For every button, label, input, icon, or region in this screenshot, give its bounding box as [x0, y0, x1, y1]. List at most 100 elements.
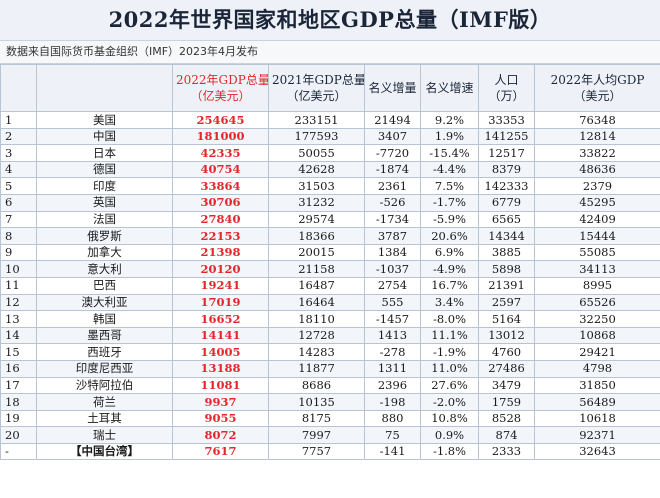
header-nominal-increase: 名义增量: [364, 64, 421, 112]
cell-rank: 11: [0, 276, 37, 295]
table-row: 15 西班牙 14005 14283 -278 -1.9% 4760 29421: [0, 343, 660, 361]
cell-per-capita-gdp: 2379: [534, 177, 660, 195]
cell-gdp-2022: 27840: [172, 210, 269, 229]
cell-population: 6779: [478, 193, 535, 212]
cell-country-name: 印度尼西亚: [36, 359, 173, 378]
cell-gdp-2021: 18366: [268, 227, 365, 245]
cell-rank: 1: [0, 111, 37, 129]
cell-population: 141255: [478, 127, 535, 146]
cell-gdp-2021: 31232: [268, 193, 365, 212]
cell-gdp-2021: 31503: [268, 177, 365, 195]
cell-population: 4760: [478, 343, 535, 361]
header-per-capita-unit: （美元）: [573, 89, 622, 103]
cell-nominal-increase: 3407: [364, 127, 421, 146]
cell-rank: 17: [0, 376, 37, 395]
table-row: 10 意大利 20120 21158 -1037 -4.9% 5898 34113: [0, 260, 660, 278]
cell-country-name: 意大利: [36, 260, 173, 278]
cell-population: 21391: [478, 276, 535, 295]
cell-population: 142333: [478, 177, 535, 195]
cell-gdp-2021: 16464: [268, 293, 365, 312]
cell-nominal-increase: -1874: [364, 160, 421, 179]
header-population: 人口 （万）: [478, 64, 535, 112]
cell-per-capita-gdp: 33822: [534, 144, 660, 162]
cell-nominal-growth: -1.9%: [420, 343, 479, 361]
cell-population: 14344: [478, 227, 535, 245]
table-row: 5 印度 33864 31503 2361 7.5% 142333 2379: [0, 177, 660, 195]
cell-per-capita-gdp: 4798: [534, 359, 660, 378]
table-row: 1 美国 254645 233151 21494 9.2% 33353 76348: [0, 111, 660, 129]
cell-nominal-increase: -1734: [364, 210, 421, 229]
cell-country-name: 沙特阿拉伯: [36, 376, 173, 395]
cell-gdp-2022: 13188: [172, 359, 269, 378]
cell-country-name: 日本: [36, 144, 173, 162]
cell-country-name: 法国: [36, 210, 173, 229]
cell-population: 2333: [478, 442, 535, 461]
cell-rank: -: [0, 442, 37, 461]
table-row: 7 法国 27840 29574 -1734 -5.9% 6565 42409: [0, 210, 660, 229]
cell-rank: 20: [0, 426, 37, 444]
table-row: 2 中国 181000 177593 3407 1.9% 141255 12814: [0, 127, 660, 146]
cell-rank: 2: [0, 127, 37, 146]
cell-gdp-2022: 42335: [172, 144, 269, 162]
table-row: 9 加拿大 21398 20015 1384 6.9% 3885 55085: [0, 243, 660, 262]
table-row: 16 印度尼西亚 13188 11877 1311 11.0% 27486 4798: [0, 359, 660, 378]
cell-rank: 4: [0, 160, 37, 179]
cell-per-capita-gdp: 32643: [534, 442, 660, 461]
cell-country-name: 西班牙: [36, 343, 173, 361]
cell-gdp-2022: 8072: [172, 426, 269, 444]
table-header: 2022年GDP总量 （亿美元） 2021年GDP总量 （亿美元） 名义增量 名…: [0, 64, 660, 112]
cell-per-capita-gdp: 10618: [534, 409, 660, 428]
cell-gdp-2022: 14141: [172, 326, 269, 345]
cell-gdp-2021: 10135: [268, 393, 365, 411]
cell-nominal-increase: 2361: [364, 177, 421, 195]
cell-rank: 14: [0, 326, 37, 345]
cell-rank: 10: [0, 260, 37, 278]
cell-per-capita-gdp: 34113: [534, 260, 660, 278]
cell-per-capita-gdp: 10868: [534, 326, 660, 345]
cell-rank: 5: [0, 177, 37, 195]
data-source-note: 数据来自国际货币基金组织（IMF）2023年4月发布: [0, 41, 660, 64]
table-row: 14 墨西哥 14141 12728 1413 11.1% 13012 10868: [0, 326, 660, 345]
table-row: 18 荷兰 9937 10135 -198 -2.0% 1759 56489: [0, 393, 660, 411]
cell-rank: 3: [0, 144, 37, 162]
cell-population: 6565: [478, 210, 535, 229]
cell-nominal-increase: 2754: [364, 276, 421, 295]
cell-population: 2597: [478, 293, 535, 312]
cell-rank: 12: [0, 293, 37, 312]
cell-population: 12517: [478, 144, 535, 162]
cell-per-capita-gdp: 15444: [534, 227, 660, 245]
cell-gdp-2022: 40754: [172, 160, 269, 179]
cell-rank: 16: [0, 359, 37, 378]
cell-nominal-increase: 21494: [364, 111, 421, 129]
cell-gdp-2021: 7997: [268, 426, 365, 444]
cell-gdp-2022: 11081: [172, 376, 269, 395]
cell-nominal-growth: 6.9%: [420, 243, 479, 262]
cell-gdp-2021: 20015: [268, 243, 365, 262]
cell-nominal-growth: 10.8%: [420, 409, 479, 428]
cell-rank: 18: [0, 393, 37, 411]
cell-population: 27486: [478, 359, 535, 378]
header-gdp-2022-title: 2022年GDP总量: [176, 73, 269, 87]
header-per-capita: 2022年人均GDP （美元）: [534, 64, 660, 112]
cell-nominal-increase: 1413: [364, 326, 421, 345]
cell-country-name: 中国: [36, 127, 173, 146]
cell-rank: 8: [0, 227, 37, 245]
table-row: 17 沙特阿拉伯 11081 8686 2396 27.6% 3479 31850: [0, 376, 660, 395]
cell-gdp-2021: 177593: [268, 127, 365, 146]
table-row: 8 俄罗斯 22153 18366 3787 20.6% 14344 15444: [0, 227, 660, 245]
cell-gdp-2021: 16487: [268, 276, 365, 295]
cell-nominal-increase: -198: [364, 393, 421, 411]
cell-gdp-2021: 21158: [268, 260, 365, 278]
header-gdp-2022-unit: （亿美元）: [190, 89, 251, 103]
cell-country-name: 土耳其: [36, 409, 173, 428]
cell-country-name: 英国: [36, 193, 173, 212]
cell-gdp-2021: 42628: [268, 160, 365, 179]
page-title: 2022年世界国家和地区GDP总量（IMF版）: [0, 0, 660, 41]
cell-country-name: 瑞士: [36, 426, 173, 444]
cell-gdp-2022: 9937: [172, 393, 269, 411]
cell-per-capita-gdp: 31850: [534, 376, 660, 395]
cell-nominal-growth: 7.5%: [420, 177, 479, 195]
cell-nominal-growth: 1.9%: [420, 127, 479, 146]
cell-gdp-2021: 14283: [268, 343, 365, 361]
cell-nominal-growth: 27.6%: [420, 376, 479, 395]
